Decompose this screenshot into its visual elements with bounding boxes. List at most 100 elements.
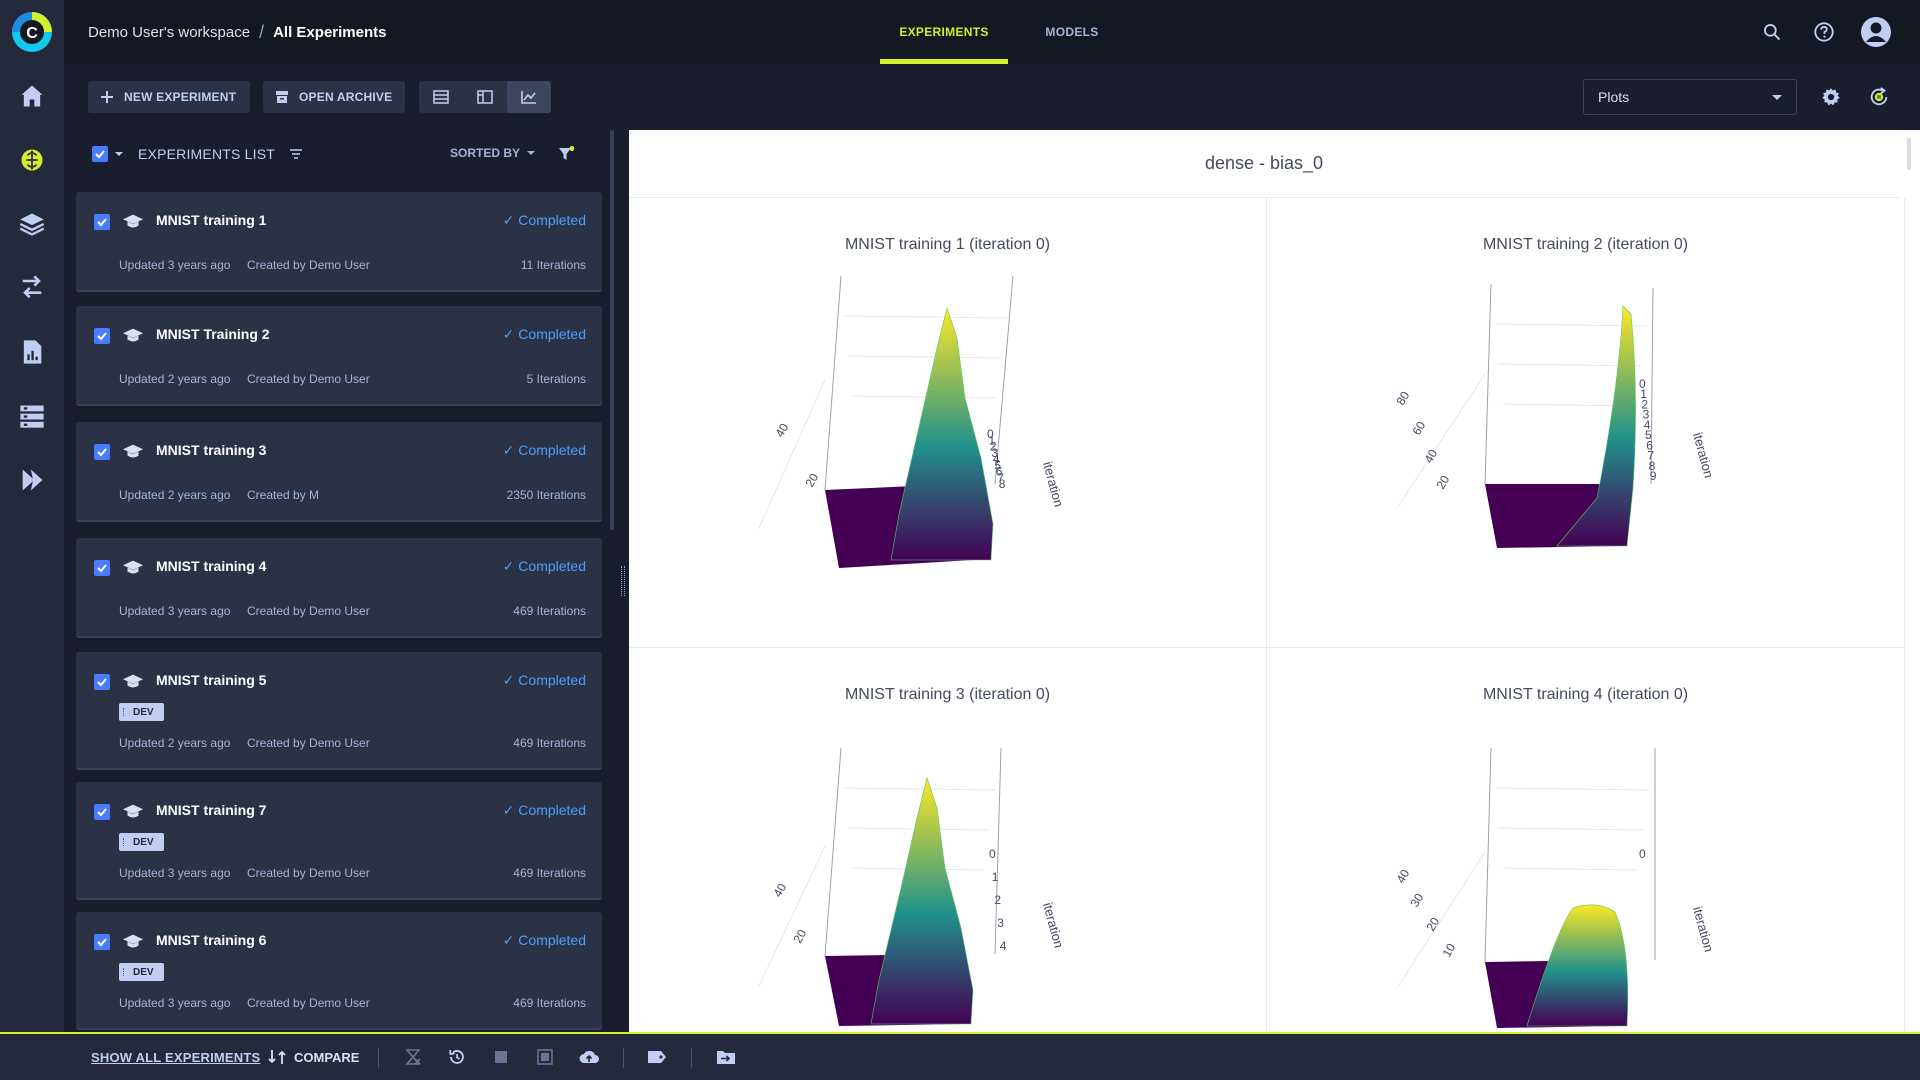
graduation-cap-icon bbox=[122, 560, 144, 574]
created-by-text: Created by M bbox=[247, 488, 320, 502]
select-menu-chevron-icon[interactable] bbox=[114, 150, 124, 158]
plot-type-select[interactable]: Plots bbox=[1583, 79, 1797, 115]
new-experiment-button[interactable]: NEW EXPERIMENT bbox=[88, 81, 250, 113]
sidebar-item-experiments[interactable] bbox=[0, 134, 64, 186]
experiment-card[interactable]: MNIST training 6 ✓ Completed DEV Updated… bbox=[76, 912, 602, 1030]
value-tick-label: 80 bbox=[1393, 389, 1412, 408]
value-tick-label: 40 bbox=[1393, 867, 1412, 886]
experiment-card[interactable]: MNIST training 1 ✓ Completed Updated 3 y… bbox=[76, 192, 602, 292]
plus-icon bbox=[101, 91, 113, 103]
publish-button[interactable] bbox=[579, 1047, 599, 1067]
experiment-checkbox[interactable] bbox=[94, 328, 110, 344]
help-icon bbox=[1814, 22, 1834, 42]
compare-button[interactable]: COMPARE bbox=[268, 1046, 359, 1068]
iteration-tick-label: 3 bbox=[991, 446, 998, 460]
panel-resizer[interactable] bbox=[620, 130, 626, 1032]
user-menu-button[interactable] bbox=[1860, 16, 1892, 48]
iteration-tick-label: 2 bbox=[990, 440, 997, 454]
select-all-checkbox[interactable] bbox=[92, 146, 108, 162]
filter-lines-icon[interactable] bbox=[289, 147, 303, 161]
surface-peak bbox=[890, 306, 994, 561]
abort-button[interactable] bbox=[403, 1047, 423, 1067]
experiment-card[interactable]: MNIST training 3 ✓ Completed Updated 2 y… bbox=[76, 422, 602, 522]
status-badge: ✓ Completed bbox=[502, 212, 586, 228]
surface-peak bbox=[1526, 904, 1629, 1027]
status-badge: ✓ Completed bbox=[502, 932, 586, 948]
plot-title: MNIST training 3 (iteration 0) bbox=[844, 686, 1051, 703]
axis-line bbox=[824, 275, 842, 491]
tab-models[interactable]: MODELS bbox=[1045, 25, 1099, 39]
iterations-text: 469 Iterations bbox=[513, 996, 586, 1010]
sidebar-item-reports[interactable] bbox=[0, 326, 64, 378]
new-experiment-label: NEW EXPERIMENT bbox=[124, 90, 237, 104]
table-view-button[interactable] bbox=[419, 81, 463, 113]
sidebar-item-workers[interactable] bbox=[0, 454, 64, 506]
updated-text: Updated 3 years ago bbox=[119, 866, 231, 880]
add-tag-button[interactable] bbox=[647, 1047, 667, 1067]
experiment-name: MNIST training 7 bbox=[156, 802, 267, 818]
iteration-tick-label: 7 bbox=[997, 471, 1004, 485]
grid-line bbox=[1498, 827, 1644, 831]
updated-text: Updated 2 years ago bbox=[119, 488, 231, 502]
plot-cell-4: MNIST training 4 (iteration 0) 0 iteratio… bbox=[1267, 648, 1905, 1032]
breadcrumb-workspace[interactable]: Demo User's workspace bbox=[88, 23, 251, 41]
top-bar: Demo User's workspace / All Experiments … bbox=[64, 0, 1920, 64]
iteration-tick-label: 4 bbox=[993, 452, 1000, 466]
details-view-button[interactable] bbox=[463, 81, 507, 113]
toolbar-divider bbox=[623, 1048, 624, 1068]
move-to-project-button[interactable] bbox=[716, 1047, 736, 1067]
iteration-tick-label: 8 bbox=[999, 477, 1006, 491]
clearml-logo-icon[interactable]: C bbox=[8, 8, 56, 56]
tab-experiments[interactable]: EXPERIMENTS bbox=[880, 0, 1008, 64]
experiment-card[interactable]: MNIST training 4 ✓ Completed Updated 3 y… bbox=[76, 538, 602, 638]
experiment-checkbox[interactable] bbox=[94, 214, 110, 230]
experiment-checkbox[interactable] bbox=[94, 444, 110, 460]
sidebar-item-datasets[interactable] bbox=[0, 390, 64, 442]
sidebar-item-models[interactable] bbox=[0, 198, 64, 250]
resize-handle-icon[interactable] bbox=[621, 566, 625, 596]
compare-icon bbox=[268, 1050, 286, 1064]
plots-scrollbar[interactable] bbox=[1907, 138, 1911, 170]
experiment-card[interactable]: MNIST Training 2 ✓ Completed Updated 2 y… bbox=[76, 306, 602, 406]
open-archive-button[interactable]: OPEN ARCHIVE bbox=[263, 81, 405, 113]
help-button[interactable] bbox=[1808, 16, 1840, 48]
surface-plot-3[interactable]: 0 1 2 3 4 iteration 40 20 bbox=[629, 708, 1267, 1032]
grid-line bbox=[1396, 373, 1486, 509]
toolbar-divider bbox=[691, 1048, 692, 1068]
created-by-text: Created by Demo User bbox=[247, 258, 370, 272]
iteration-tick-label: 2 bbox=[1641, 397, 1648, 411]
settings-button[interactable] bbox=[1815, 81, 1847, 113]
archive-button[interactable] bbox=[535, 1047, 555, 1067]
list-scrollbar[interactable] bbox=[610, 130, 614, 530]
search-button[interactable] bbox=[1756, 16, 1788, 48]
experiment-tag[interactable]: DEV bbox=[119, 963, 164, 981]
stop-button[interactable] bbox=[491, 1047, 511, 1067]
experiment-card[interactable]: MNIST training 5 ✓ Completed DEV Updated… bbox=[76, 652, 602, 770]
sidebar-item-pipelines[interactable] bbox=[0, 262, 64, 314]
experiment-checkbox[interactable] bbox=[94, 934, 110, 950]
compare-charts-button[interactable] bbox=[507, 81, 551, 113]
iteration-tick-label: 0 bbox=[989, 847, 996, 861]
reset-button[interactable] bbox=[447, 1047, 467, 1067]
datasets-icon bbox=[20, 405, 44, 428]
experiment-checkbox[interactable] bbox=[94, 804, 110, 820]
iteration-axis-label: iteration bbox=[1690, 431, 1716, 480]
sort-by-menu[interactable]: SORTED BY bbox=[450, 146, 536, 160]
experiment-checkbox[interactable] bbox=[94, 560, 110, 576]
experiment-tag[interactable]: DEV bbox=[119, 833, 164, 851]
sidebar-item-home[interactable] bbox=[0, 70, 64, 122]
iterations-text: 11 Iterations bbox=[520, 258, 586, 272]
experiment-checkbox[interactable] bbox=[94, 674, 110, 690]
experiment-tag[interactable]: DEV bbox=[119, 703, 164, 721]
show-all-experiments-link[interactable]: SHOW ALL EXPERIMENTS bbox=[91, 1050, 261, 1065]
experiment-card[interactable]: MNIST training 7 ✓ Completed DEV Updated… bbox=[76, 782, 602, 900]
grid-line bbox=[1498, 363, 1642, 367]
iteration-tick-label: 3 bbox=[1643, 408, 1650, 422]
reports-icon bbox=[23, 340, 42, 364]
iteration-tick-label: 0 bbox=[987, 427, 994, 441]
filter-icon[interactable] bbox=[558, 146, 574, 162]
auto-refresh-button[interactable] bbox=[1863, 81, 1895, 113]
surface-plot-4[interactable]: 0 iteration 40 30 20 10 bbox=[1267, 708, 1905, 1032]
